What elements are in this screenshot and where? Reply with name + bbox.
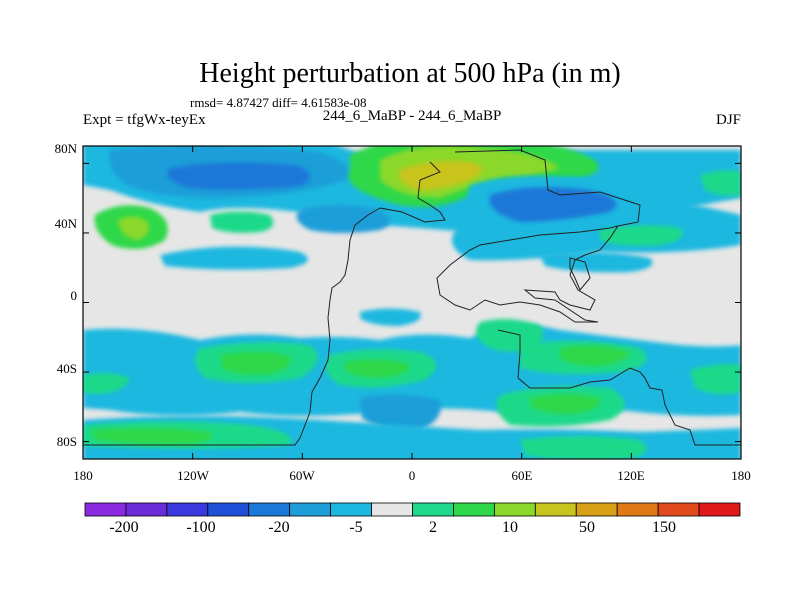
colorbar-swatch — [207, 502, 250, 517]
colorbar: -200 -100 -20 -5 2 10 50 150 — [84, 502, 741, 536]
pacific-low-tongue — [160, 246, 308, 270]
colorbar-label: 2 — [429, 519, 437, 536]
north-pacific-high-core — [118, 216, 149, 240]
x-tick-label: 180 — [731, 468, 751, 483]
south-atlantic-core — [345, 359, 411, 378]
australia-outline — [569, 257, 591, 291]
colorbar-swatch — [616, 502, 659, 517]
x-tick-label: 180 — [73, 468, 93, 483]
colorbar-swatch — [371, 502, 413, 517]
south-pacific-blue — [360, 394, 441, 431]
colorbar-swatch — [330, 502, 372, 517]
colorbar-swatch — [698, 502, 741, 517]
colorbar-swatch — [289, 502, 332, 517]
y-tick-label: 80N — [55, 141, 78, 156]
colorbar-swatch — [84, 502, 127, 517]
colorbar-swatch — [534, 502, 577, 517]
comparison-label: 244_6_MaBP - 244_6_MaBP — [323, 108, 502, 124]
sh-west-green — [83, 373, 130, 394]
experiment-label: Expt = tfgWx-teyEx — [83, 112, 206, 128]
colorbar-swatch — [125, 502, 168, 517]
colorbar-label: 50 — [579, 519, 595, 536]
tropical-blue-patch — [360, 308, 421, 326]
antarctic-east-green — [520, 436, 647, 459]
axis-ticks — [82, 146, 742, 459]
colorbar-swatch — [453, 502, 495, 517]
chart-title: Height perturbation at 500 hPa (in m) — [199, 58, 620, 89]
x-tick-label: 60E — [512, 468, 533, 483]
y-tick-label: 0 — [71, 288, 78, 303]
colorbar-swatches — [84, 502, 741, 517]
eurasia-outline — [83, 161, 446, 446]
stats-label: rmsd= 4.87427 diff= 4.61583e-08 — [190, 95, 367, 110]
colorbar-swatch — [575, 502, 618, 517]
y-tick-label: 80S — [57, 434, 77, 449]
sh-east-green — [690, 364, 741, 395]
southern-indian-core — [560, 345, 630, 366]
contour-field — [83, 146, 741, 459]
southern-ocean-core — [530, 394, 601, 414]
y-axis-labels: 80N 40N 0 40S 80S — [55, 141, 78, 449]
southern-pacific-core — [220, 351, 291, 375]
colorbar-label: 10 — [502, 519, 518, 536]
colorbar-swatch — [166, 502, 209, 517]
americas-outline — [436, 149, 641, 323]
southern-indian-high — [476, 319, 544, 352]
antarctic-green-core — [90, 427, 213, 445]
atlantic-low-tongue — [540, 252, 653, 273]
x-tick-label: 60W — [289, 468, 315, 483]
east-asia-green — [600, 225, 683, 246]
colorbar-label: -5 — [349, 519, 362, 536]
north-atlantic-low — [296, 205, 390, 233]
colorbar-label: -20 — [268, 519, 289, 536]
colorbar-labels: -200 -100 -20 -5 2 10 50 150 — [109, 519, 676, 536]
colorbar-label: -100 — [186, 519, 215, 536]
north-pacific-core — [167, 162, 310, 190]
x-axis-labels: 180 120W 60W 0 60E 120E 180 — [73, 468, 751, 483]
colorbar-label: -200 — [109, 519, 138, 536]
season-label: DJF — [716, 112, 741, 128]
africa-outline — [497, 329, 741, 446]
x-tick-label: 0 — [409, 468, 416, 483]
x-tick-label: 120W — [177, 468, 210, 483]
pacific-green-patch — [210, 211, 274, 233]
x-tick-label: 120E — [617, 468, 645, 483]
colorbar-swatch — [493, 502, 536, 517]
continent-outlines — [83, 149, 741, 446]
central-asia-low — [489, 186, 617, 222]
colorbar-swatch — [412, 502, 454, 517]
y-tick-label: 40N — [55, 216, 78, 231]
colorbar-label: 150 — [652, 519, 676, 536]
y-tick-label: 40S — [57, 361, 77, 376]
map-panel — [82, 145, 742, 460]
colorbar-swatch — [248, 502, 291, 517]
east-pacific-green — [700, 170, 741, 196]
colorbar-swatch — [657, 502, 700, 517]
